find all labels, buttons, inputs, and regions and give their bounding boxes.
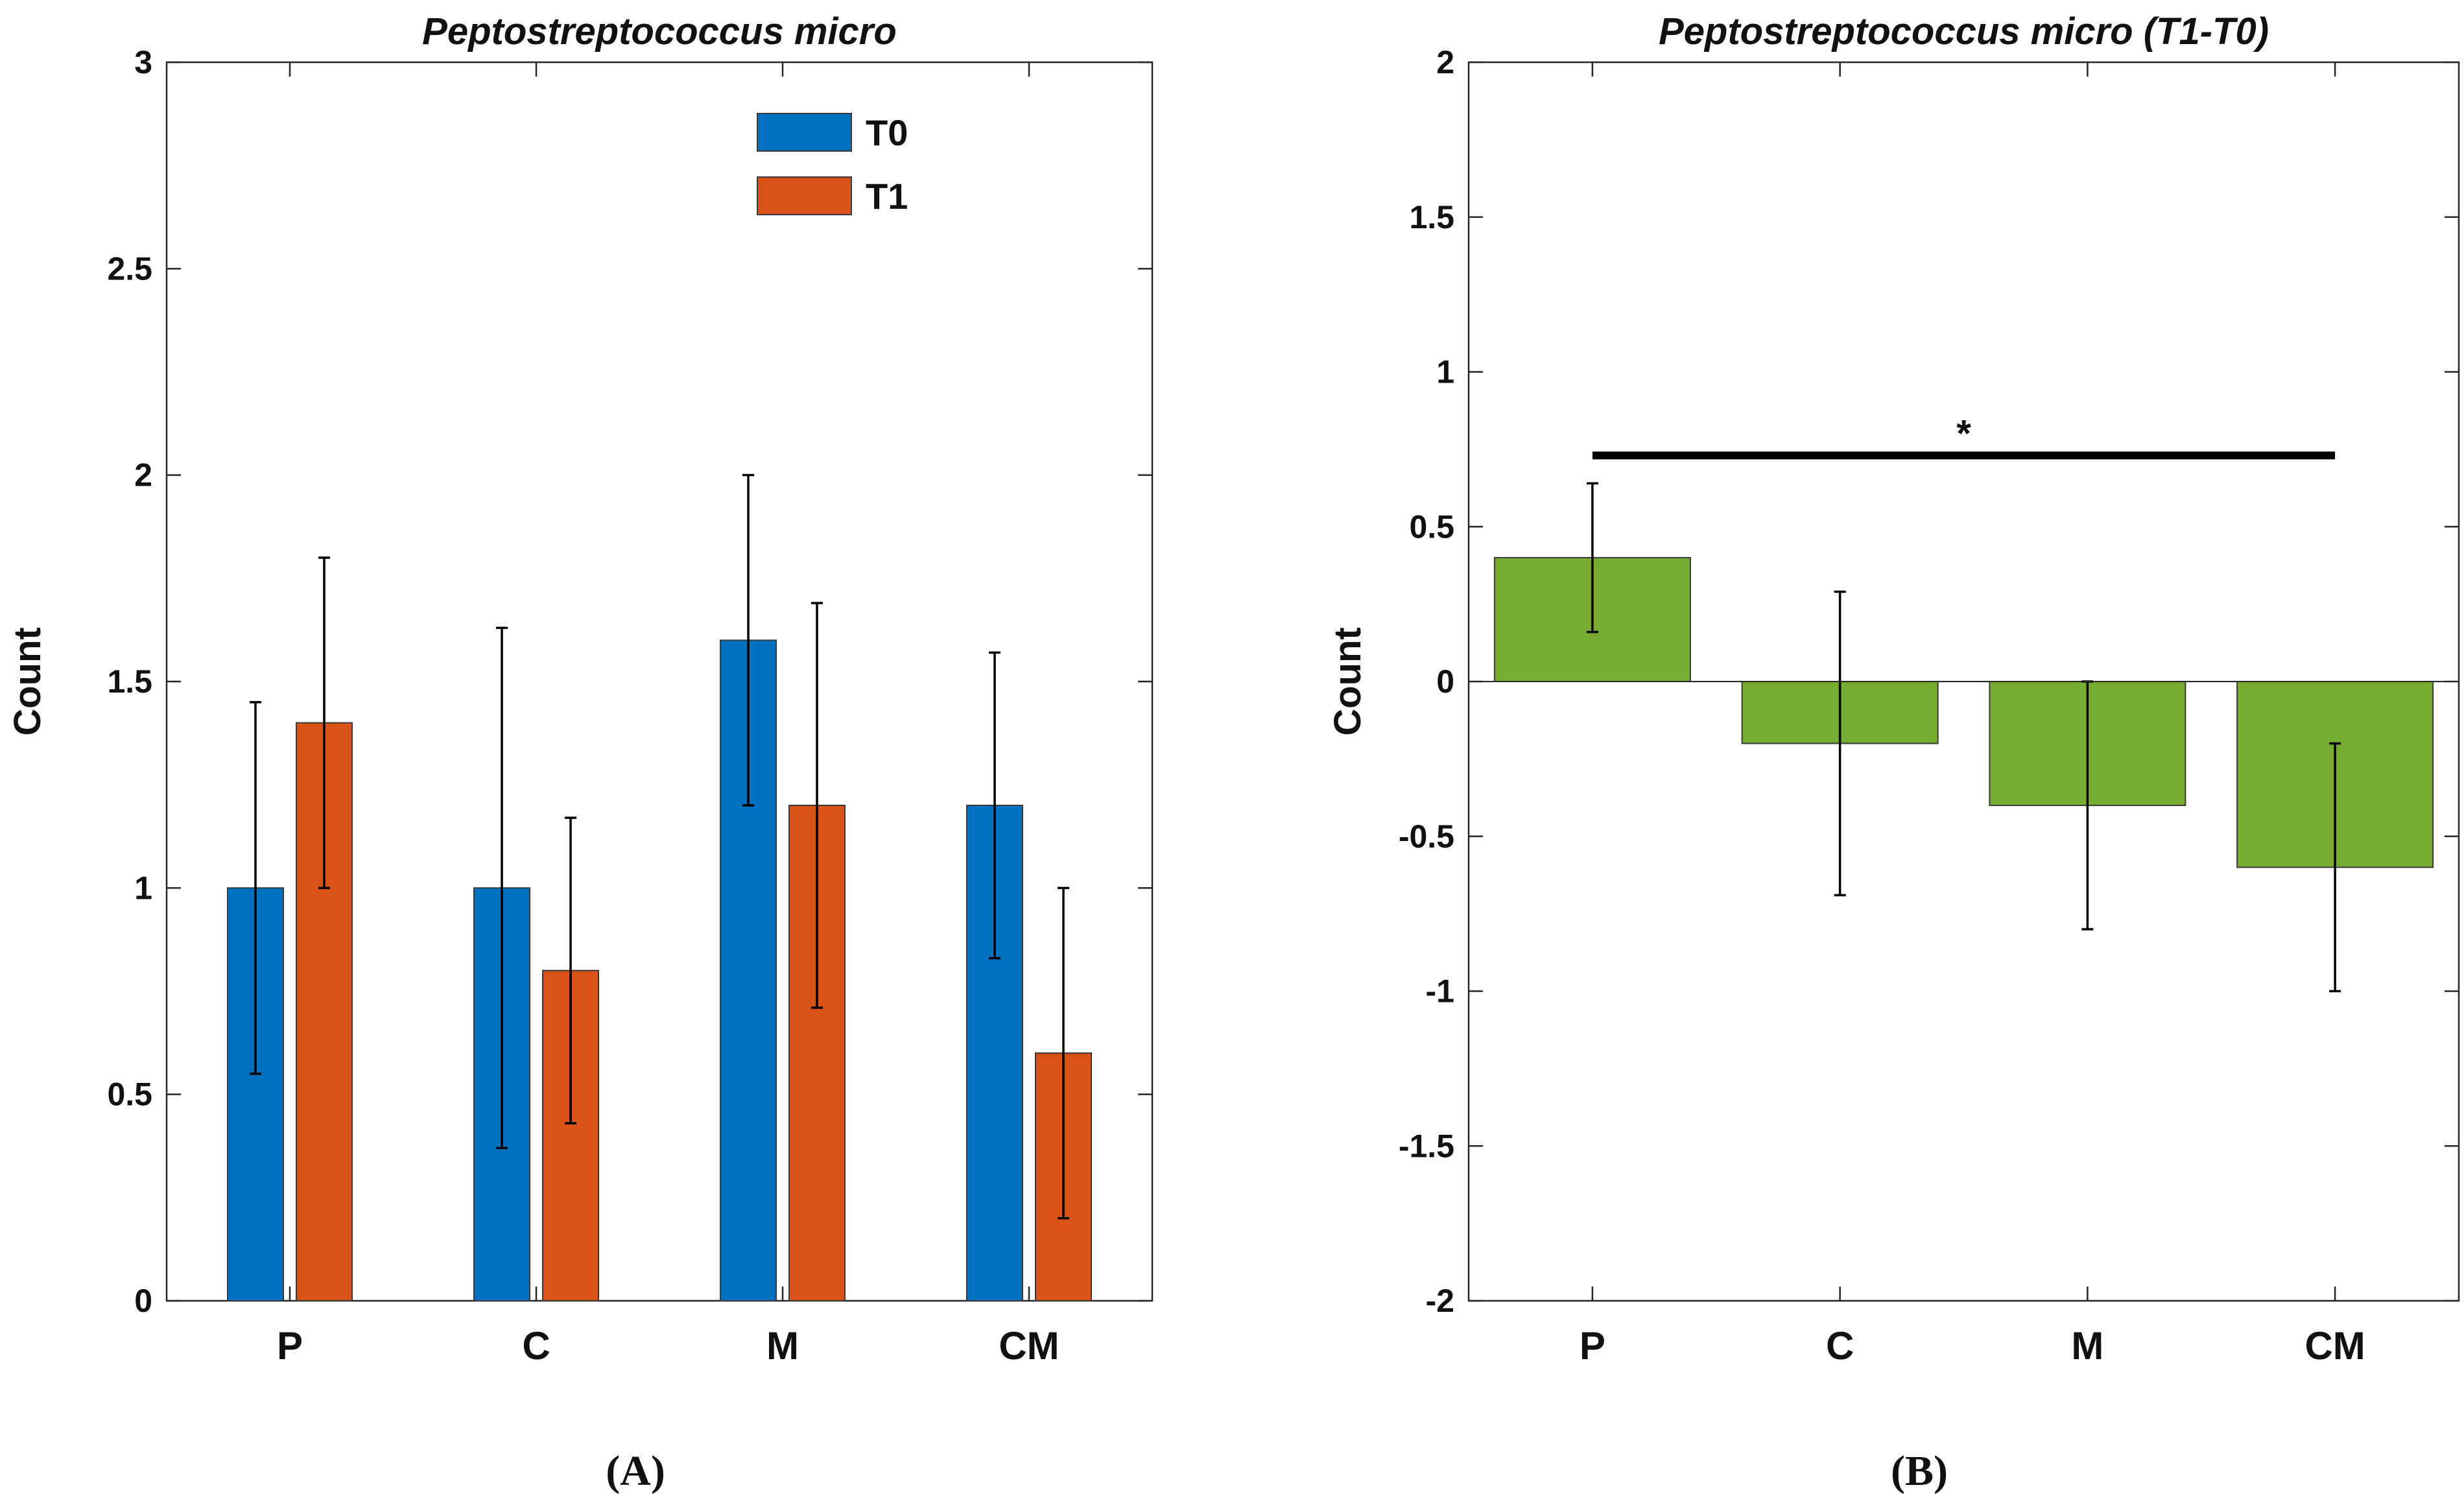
x-category-label: P xyxy=(277,1324,303,1368)
panel-b-label: (B) xyxy=(1891,1447,1948,1495)
legend-label: T0 xyxy=(866,112,908,153)
x-category-label: CM xyxy=(999,1324,1059,1368)
y-axis-label: Count xyxy=(1327,627,1369,736)
x-category-label: M xyxy=(2071,1324,2103,1368)
y-tick-label: 1.5 xyxy=(107,663,152,700)
y-tick-label: 0.5 xyxy=(107,1076,152,1113)
legend-swatch xyxy=(757,113,852,152)
y-axis-label: Count xyxy=(6,627,49,736)
y-tick-label: 3 xyxy=(134,44,152,80)
significance-marker: * xyxy=(1956,412,1971,455)
y-tick-label: 2 xyxy=(1436,44,1454,80)
y-tick-label: 0 xyxy=(1436,663,1454,700)
y-tick-label: 1 xyxy=(1436,354,1454,390)
y-tick-label: 0.5 xyxy=(1409,508,1454,545)
y-tick-label: 0 xyxy=(134,1283,152,1319)
x-category-label: CM xyxy=(2304,1324,2365,1368)
y-tick-label: 2 xyxy=(134,457,152,493)
panel-b-chart: -2-1.5-1-0.500.511.52P C M CMPeptostreptoco… xyxy=(1327,10,2460,1368)
legend-label: T1 xyxy=(866,176,908,217)
chart-title: Peptostreptococcus micro (T1-T0) xyxy=(1659,10,2269,53)
y-tick-label: -2 xyxy=(1426,1283,1454,1319)
x-category-label: M xyxy=(766,1324,799,1368)
panel-a-label: (A) xyxy=(606,1447,665,1495)
y-tick-label: 1.5 xyxy=(1409,199,1454,235)
y-tick-label: 1 xyxy=(134,870,152,906)
legend-swatch xyxy=(757,176,852,215)
y-tick-label: -0.5 xyxy=(1399,818,1454,855)
x-category-label: C xyxy=(1826,1324,1854,1368)
y-tick-label: 2.5 xyxy=(107,250,152,287)
x-category-label: C xyxy=(522,1324,550,1368)
chart-title: Peptostreptococcus micro xyxy=(422,10,897,53)
y-tick-label: -1 xyxy=(1426,973,1454,1010)
x-category-label: P xyxy=(1580,1324,1605,1368)
y-tick-label: -1.5 xyxy=(1399,1128,1454,1164)
